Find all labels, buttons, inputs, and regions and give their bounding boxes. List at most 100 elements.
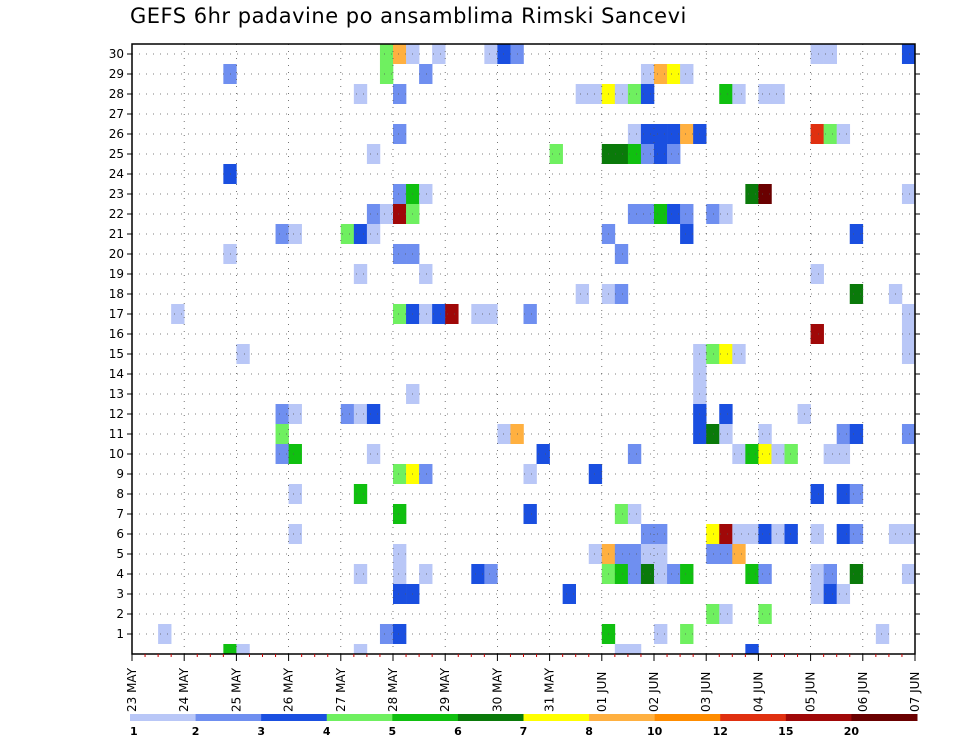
y-tick-label: 28 [109, 87, 124, 101]
heatmap-cell [719, 524, 733, 544]
heatmap-cell [393, 304, 407, 324]
x-axis-ticks: 23 MAY 24 MAY 25 MAY 26 MAY 27 MAY 28 MAY 29 M… [125, 654, 922, 712]
heatmap-cell [706, 344, 720, 364]
heatmap-cell [875, 624, 890, 644]
heatmap-cell [288, 484, 302, 504]
heatmap-cell [379, 204, 394, 224]
heatmap-cell [732, 84, 746, 104]
heatmap-cell [758, 184, 772, 204]
heatmap-cells [158, 44, 916, 654]
heatmap-cell [523, 464, 537, 484]
heatmap-cell [340, 404, 355, 424]
x-tick-label: 31 MAY [543, 667, 557, 712]
heatmap-cell [366, 404, 381, 424]
heatmap-cell [680, 224, 694, 244]
heatmap-cell [379, 44, 394, 64]
heatmap-cell [745, 524, 759, 544]
colorbar-label: 20 [844, 725, 860, 738]
colorbar-label: 8 [585, 725, 593, 738]
heatmap-cell [497, 44, 511, 64]
y-tick-label: 10 [109, 447, 124, 461]
y-tick-label: 15 [109, 347, 124, 361]
heatmap-cell [640, 124, 655, 144]
heatmap-cell [614, 244, 629, 264]
heatmap-cell [575, 84, 590, 104]
y-tick-label: 30 [109, 47, 124, 61]
heatmap-cell [393, 464, 407, 484]
colorbar-label: 6 [454, 725, 462, 738]
heatmap-cell [849, 224, 864, 244]
y-tick-label: 19 [109, 267, 124, 281]
chart-title: GEFS 6hr padavine po ansamblima Rimski S… [130, 4, 687, 28]
heatmap-cell [836, 584, 851, 604]
heatmap-cell [236, 644, 250, 654]
heatmap-cell [353, 224, 368, 244]
heatmap-cell [627, 444, 642, 464]
heatmap-cell [810, 484, 824, 504]
heatmap-cell [901, 44, 916, 64]
heatmap-cell [654, 524, 668, 544]
heatmap-cell [393, 204, 407, 224]
colorbar-swatch [130, 714, 197, 721]
heatmap-cell [275, 404, 289, 424]
heatmap-cell [627, 144, 642, 164]
y-tick-label: 8 [116, 487, 124, 501]
heatmap-cell [419, 464, 433, 484]
y-tick-label: 13 [109, 387, 124, 401]
x-tick-label: 03 JUN [699, 672, 713, 712]
heatmap-cell [393, 84, 407, 104]
heatmap-cell [393, 504, 407, 524]
heatmap-cell [667, 204, 681, 224]
heatmap-cell [732, 344, 746, 364]
y-tick-label: 25 [109, 147, 124, 161]
colorbar: 1 2 3 4 5 6 7 8 10 12 15 20 [130, 714, 918, 738]
heatmap-cell [640, 524, 655, 544]
heatmap-cell [758, 564, 772, 584]
colorbar-label: 12 [713, 725, 728, 738]
heatmap-cell [680, 204, 694, 224]
colorbar-swatch [392, 714, 459, 721]
heatmap-cell [627, 504, 642, 524]
heatmap-cell [640, 84, 655, 104]
y-tick-label: 7 [116, 507, 124, 521]
heatmap-cell [771, 444, 785, 464]
heatmap-cell [484, 564, 498, 584]
heatmap-cell [627, 204, 642, 224]
y-tick-label: 11 [109, 427, 124, 441]
y-tick-label: 3 [116, 587, 124, 601]
heatmap-cell [836, 424, 851, 444]
heatmap-cell [523, 304, 537, 324]
x-tick-label: 06 JUN [856, 672, 870, 712]
heatmap-cell [654, 544, 668, 564]
heatmap-cell [680, 624, 694, 644]
heatmap-cell [640, 64, 655, 84]
heatmap-cell [614, 84, 629, 104]
x-tick-label: 01 JUN [595, 672, 609, 712]
heatmap-cell [432, 44, 446, 64]
heatmap-cell [654, 624, 668, 644]
x-tick-label: 24 MAY [177, 667, 191, 712]
heatmap-cell [823, 124, 837, 144]
heatmap-cell [849, 564, 864, 584]
heatmap-cell [706, 424, 720, 444]
heatmap-cell [758, 524, 772, 544]
heatmap-cell [680, 64, 694, 84]
y-tick-label: 24 [109, 167, 124, 181]
x-tick-label: 07 JUN [908, 672, 922, 712]
heatmap-cell [784, 444, 798, 464]
heatmap-cell [732, 444, 746, 464]
colorbar-swatch [457, 714, 524, 721]
heatmap-cell [627, 84, 642, 104]
colorbar-swatch [785, 714, 852, 721]
heatmap-cell [836, 484, 851, 504]
heatmap-cell [366, 444, 381, 464]
y-axis-ticks: 1234567891011121314151617181920212223242… [109, 47, 920, 641]
heatmap-cell [745, 444, 759, 464]
heatmap-cell [901, 304, 916, 324]
heatmap-cell [640, 564, 655, 584]
heatmap-cell [393, 44, 407, 64]
heatmap-cell [353, 264, 368, 284]
heatmap-cell [667, 124, 681, 144]
colorbar-label: 2 [192, 725, 200, 738]
x-tick-label: 26 MAY [282, 667, 296, 712]
